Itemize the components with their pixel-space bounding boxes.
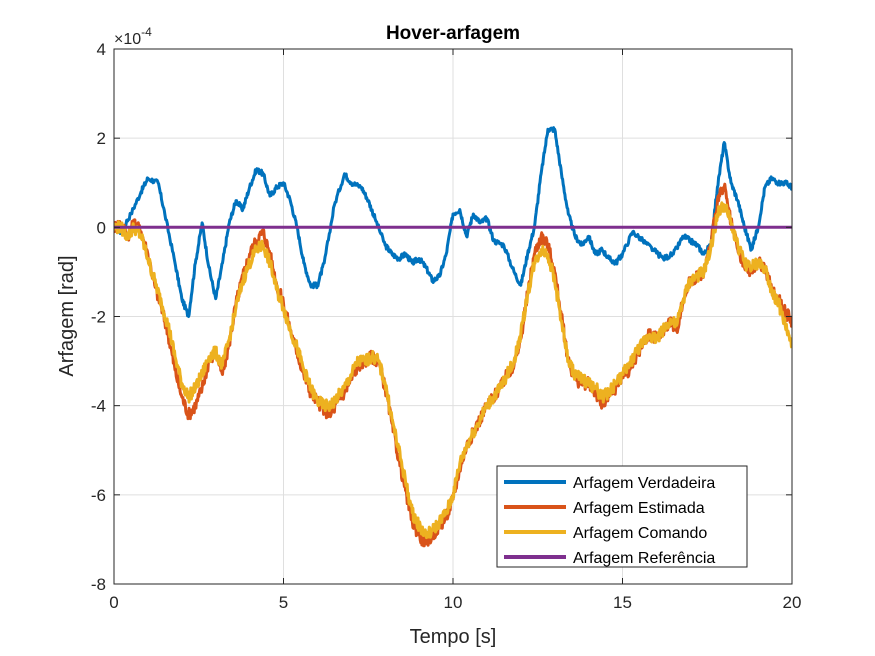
legend: Arfagem Verdadeira Arfagem Estimada Arfage… [496, 465, 748, 568]
x-tick-label: 15 [613, 593, 632, 612]
legend-label: Arfagem Verdadeira [573, 475, 715, 492]
x-tick-label: 20 [783, 593, 802, 612]
x-tick-label: 10 [444, 593, 463, 612]
y-tick-label: -6 [91, 486, 106, 505]
y-exponent-base: ×10 [114, 31, 141, 48]
y-tick-label: -2 [91, 308, 106, 327]
legend-label: Arfagem Referência [573, 550, 715, 567]
y-exponent-power: -4 [141, 25, 152, 39]
y-tick-label: 4 [97, 40, 106, 59]
x-tick-label: 5 [279, 593, 288, 612]
chart-title: Hover-arfagem [386, 23, 520, 44]
ticks: 0 5 10 15 20 -8 -6 -4 -2 0 2 4 [91, 40, 802, 612]
y-tick-label: -4 [91, 397, 106, 416]
series-layer [114, 126, 792, 548]
series-line-1 [114, 126, 792, 318]
y-exponent-label: ×10-4 [114, 25, 152, 48]
y-tick-label: 0 [97, 218, 106, 237]
legend-items: Arfagem Verdadeira Arfagem Estimada Arfage… [504, 475, 715, 567]
y-axis-label: Arfagem [rad] [56, 255, 78, 376]
x-axis-label: Tempo [s] [410, 626, 497, 648]
x-tick-label: 0 [109, 593, 118, 612]
legend-label: Arfagem Comando [573, 525, 707, 542]
y-tick-label: 2 [97, 129, 106, 148]
series-line-3 [114, 201, 792, 540]
legend-label: Arfagem Estimada [573, 500, 705, 517]
y-tick-label: -8 [91, 575, 106, 594]
